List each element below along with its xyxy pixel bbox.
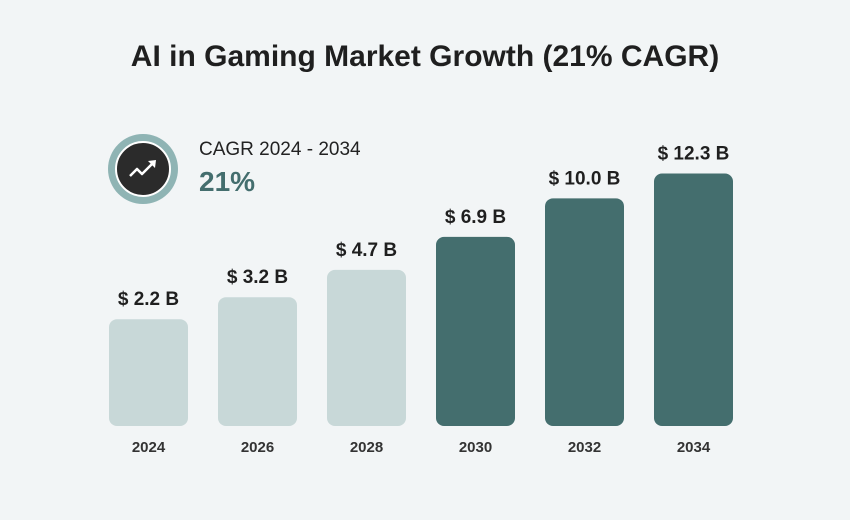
x-tick-label: 2032 <box>568 439 601 456</box>
value-label: $ 3.2 B <box>227 267 288 288</box>
value-label: $ 10.0 B <box>549 168 621 189</box>
value-label: $ 4.7 B <box>336 240 397 261</box>
bar-2032 <box>545 198 624 426</box>
bar-2026 <box>218 297 297 426</box>
trending-up-icon <box>129 160 156 177</box>
x-tick-label: 2034 <box>677 439 711 456</box>
value-label: $ 12.3 B <box>658 143 730 164</box>
bar-2030 <box>436 236 515 426</box>
x-tick-label: 2026 <box>241 439 274 456</box>
chart-title: AI in Gaming Market Growth (21% CAGR) <box>130 40 720 73</box>
x-tick-label: 2024 <box>132 439 166 456</box>
cagr-badge <box>108 134 178 204</box>
x-tick-label: 2030 <box>459 439 492 456</box>
value-label: $ 6.9 B <box>445 207 506 228</box>
bar-2028 <box>327 269 406 426</box>
cagr-label: CAGR 2024 - 2034 <box>199 139 361 160</box>
bar-2024 <box>109 319 188 426</box>
x-tick-label: 2028 <box>350 439 383 456</box>
value-label: $ 2.2 B <box>118 289 179 310</box>
cagr-value: 21% <box>199 166 256 197</box>
bar-2034 <box>654 173 733 426</box>
